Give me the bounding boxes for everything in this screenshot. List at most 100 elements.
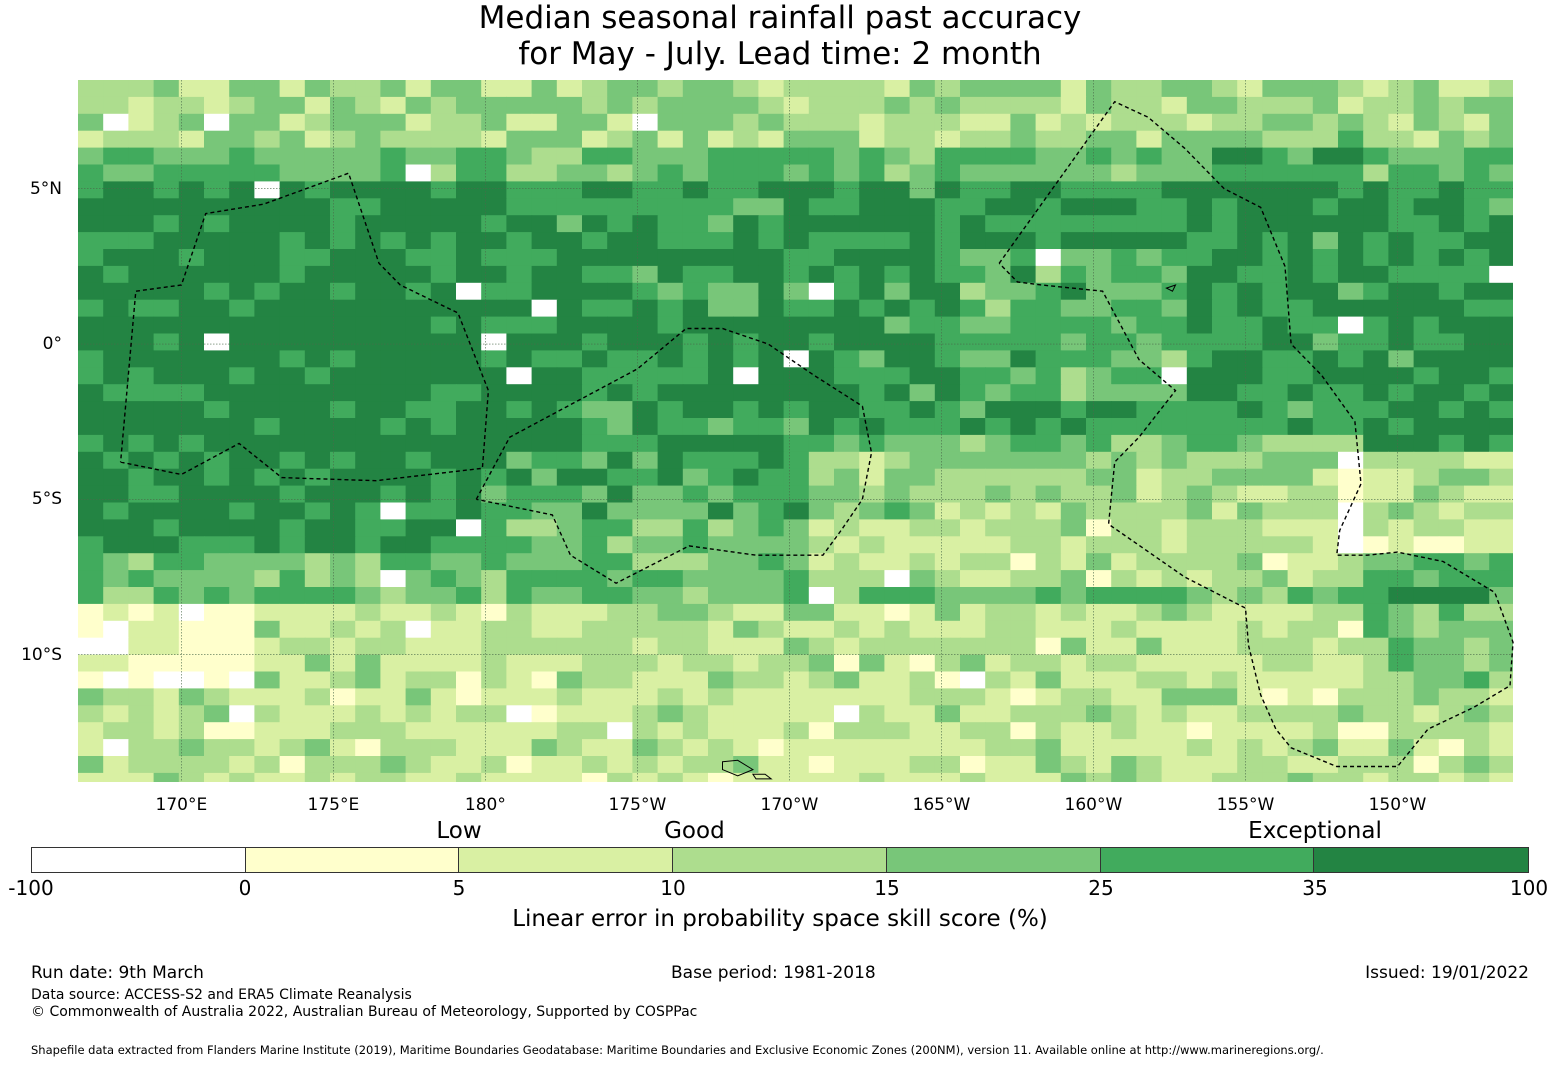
grid-cell [1237,756,1263,774]
grid-cell [808,756,835,774]
grid-cell [1312,367,1339,385]
grid-cell [405,80,432,98]
grid-cell [1363,316,1389,335]
grid-cell [1161,603,1188,622]
grid-cell [405,603,432,622]
grid-cell [1161,401,1188,419]
grid-cell [355,147,381,166]
grid-cell [430,232,457,250]
grid-cell [1237,401,1263,419]
grid-cell [733,232,759,250]
grid-cell [1489,96,1513,115]
grid-cell [808,688,835,706]
grid-cell [380,80,407,98]
grid-cell [254,468,281,487]
grid-cell [1262,418,1289,436]
grid-cell [481,96,507,115]
grid-cell [103,401,129,419]
grid-cell [657,620,684,639]
grid-cell [708,164,734,182]
grid-cell [380,198,407,216]
grid-cell [1489,299,1513,318]
grid-cell [1086,130,1112,149]
grid-cell [682,451,709,470]
grid-cell [1489,333,1513,351]
grid-cell [708,587,734,605]
grid-cell [1413,350,1440,368]
grid-cell [1111,772,1137,782]
grid-cell [682,553,709,571]
grid-cell [985,519,1011,537]
grid-cell [178,739,205,757]
grid-cell [909,587,936,605]
grid-cell [682,333,709,351]
grid-cell [405,367,432,385]
grid-cell [481,147,507,166]
grid-cell [1060,536,1087,554]
grid-cell [330,671,356,689]
grid-cell [456,96,482,115]
grid-cell [1489,282,1513,301]
grid-cell [1388,401,1415,419]
grid-cell [1287,147,1314,166]
grid-cell [934,654,961,673]
grid-cell [632,434,659,453]
grid-cell [960,553,986,571]
grid-cell [103,282,129,301]
grid-cell [859,570,885,588]
grid-cell [430,418,457,436]
grid-cell [254,722,281,740]
grid-cell [783,418,810,436]
grid-cell [103,181,129,199]
grid-cell [657,265,684,284]
grid-cell [481,671,507,689]
grid-cell [1136,282,1163,301]
grid-cell [1287,553,1314,571]
grid-cell [657,350,684,368]
grid-cell [456,570,482,588]
grid-cell [1363,147,1389,166]
grid-cell [481,384,507,402]
grid-cell [254,671,281,689]
grid-cell [934,384,961,402]
grid-cell [355,570,381,588]
grid-cell [481,772,507,782]
grid-cell [909,96,936,115]
grid-cell [1312,485,1339,504]
grid-cell [1489,553,1513,571]
grid-cell [1438,130,1465,149]
grid-cell [808,434,835,453]
grid-cell [884,299,911,318]
grid-cell [884,282,911,301]
grid-cell [808,637,835,656]
grid-cell [456,705,482,723]
grid-cell [985,603,1011,622]
grid-cell [1287,367,1314,385]
grid-cell [1413,367,1440,385]
grid-cell [733,282,759,301]
grid-cell [1262,536,1289,554]
grid-cell [304,350,331,368]
grid-cell [960,147,986,166]
grid-cell [1212,384,1238,402]
grid-cell [1388,96,1415,115]
grid-cell [1086,519,1112,537]
grid-cell [1464,722,1490,740]
grid-cell [1237,620,1263,639]
grid-cell [1363,367,1389,385]
grid-cell [1111,265,1137,284]
grid-cell [884,130,911,149]
grid-cell [405,637,432,656]
grid-cell [355,80,381,98]
grid-cell [204,536,230,554]
grid-cell [178,603,205,622]
grid-cell [481,553,507,571]
grid-cell [632,265,659,284]
grid-cell [1136,637,1163,656]
grid-cell [960,722,986,740]
grid-cell [1035,181,1062,199]
grid-cell [909,620,936,639]
grid-cell [934,570,961,588]
grid-cell [1363,215,1389,233]
grid-cell [632,333,659,351]
